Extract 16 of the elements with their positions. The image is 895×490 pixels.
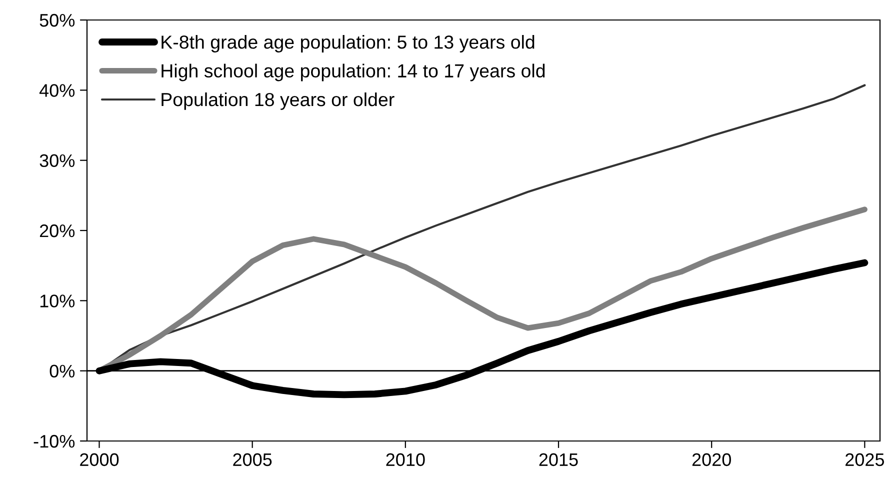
x-tick-label: 2005 — [233, 453, 272, 466]
x-tick-label: 2000 — [80, 453, 119, 466]
legend-label: Population 18 years or older — [162, 92, 394, 110]
x-tick-label: 2025 — [846, 453, 884, 466]
legend-label: K-8th grade age population: 5 to 13 years old — [162, 35, 534, 52]
y-tick-label: 40% — [39, 84, 75, 97]
legend-label: High school age population: 14 to 17 years old — [162, 64, 545, 82]
y-tick-label: 50% — [40, 14, 75, 27]
x-tick-label: 2010 — [386, 453, 425, 466]
x-tick-label: 2015 — [539, 453, 578, 466]
y-tick-label: -10% — [34, 434, 75, 448]
y-tick-label: 20% — [40, 224, 75, 238]
x-tick-label: 2020 — [692, 453, 731, 466]
y-tick-label: 0% — [50, 364, 75, 378]
y-tick-label: 10% — [40, 294, 75, 308]
y-tick-label: 30% — [40, 154, 75, 168]
